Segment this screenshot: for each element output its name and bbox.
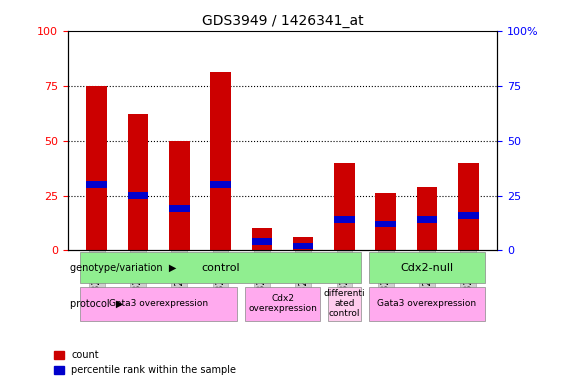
Text: Gata3 overexpression: Gata3 overexpression (109, 299, 208, 308)
Bar (210, 73, 231, 250)
Text: protocol  ▶: protocol ▶ (70, 299, 123, 309)
Legend: count, percentile rank within the sample: count, percentile rank within the sample (50, 346, 240, 379)
Text: Cdx2
overexpression: Cdx2 overexpression (248, 294, 317, 313)
Bar (293, 243, 314, 249)
FancyBboxPatch shape (328, 287, 361, 321)
Bar (169, 141, 190, 250)
Bar (334, 162, 355, 250)
Bar (128, 192, 148, 199)
Bar (86, 86, 107, 250)
Bar (375, 221, 396, 227)
Bar (458, 212, 479, 218)
FancyBboxPatch shape (369, 252, 485, 283)
Title: GDS3949 / 1426341_at: GDS3949 / 1426341_at (202, 14, 363, 28)
Text: differenti
ated
control: differenti ated control (324, 290, 365, 318)
FancyBboxPatch shape (80, 287, 237, 321)
Bar (128, 114, 148, 250)
Text: control: control (201, 263, 240, 273)
Bar (86, 181, 107, 188)
Bar (417, 187, 437, 250)
Bar (375, 193, 396, 250)
Text: Cdx2-null: Cdx2-null (401, 263, 454, 273)
Bar (334, 217, 355, 223)
Text: genotype/variation  ▶: genotype/variation ▶ (70, 263, 176, 273)
Bar (251, 228, 272, 250)
Text: Gata3 overexpression: Gata3 overexpression (377, 299, 476, 308)
Bar (251, 238, 272, 245)
Bar (417, 217, 437, 223)
FancyBboxPatch shape (369, 287, 485, 321)
FancyBboxPatch shape (80, 252, 361, 283)
Bar (210, 181, 231, 188)
Bar (169, 205, 190, 212)
Bar (293, 237, 314, 250)
FancyBboxPatch shape (245, 287, 320, 321)
Bar (458, 162, 479, 250)
